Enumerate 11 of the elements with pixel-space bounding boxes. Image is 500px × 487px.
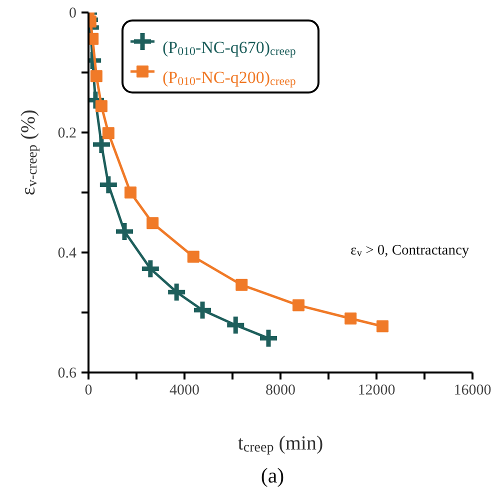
x-tick-label: 4000 xyxy=(170,382,200,398)
x-tick-label: 16000 xyxy=(454,382,492,398)
x-tick-label: 8000 xyxy=(266,382,296,398)
y-tick-label: 0.6 xyxy=(58,366,77,382)
text: (a) xyxy=(260,464,284,487)
x-tick-label: 12000 xyxy=(358,382,396,398)
y-tick-label: 0.4 xyxy=(58,246,77,262)
y-tick-label: 0 xyxy=(69,6,76,22)
y-axis-title: εv-creep (%) xyxy=(18,110,40,196)
y-tick-label: 0.2 xyxy=(58,126,76,142)
x-tick-label: 0 xyxy=(84,382,92,398)
